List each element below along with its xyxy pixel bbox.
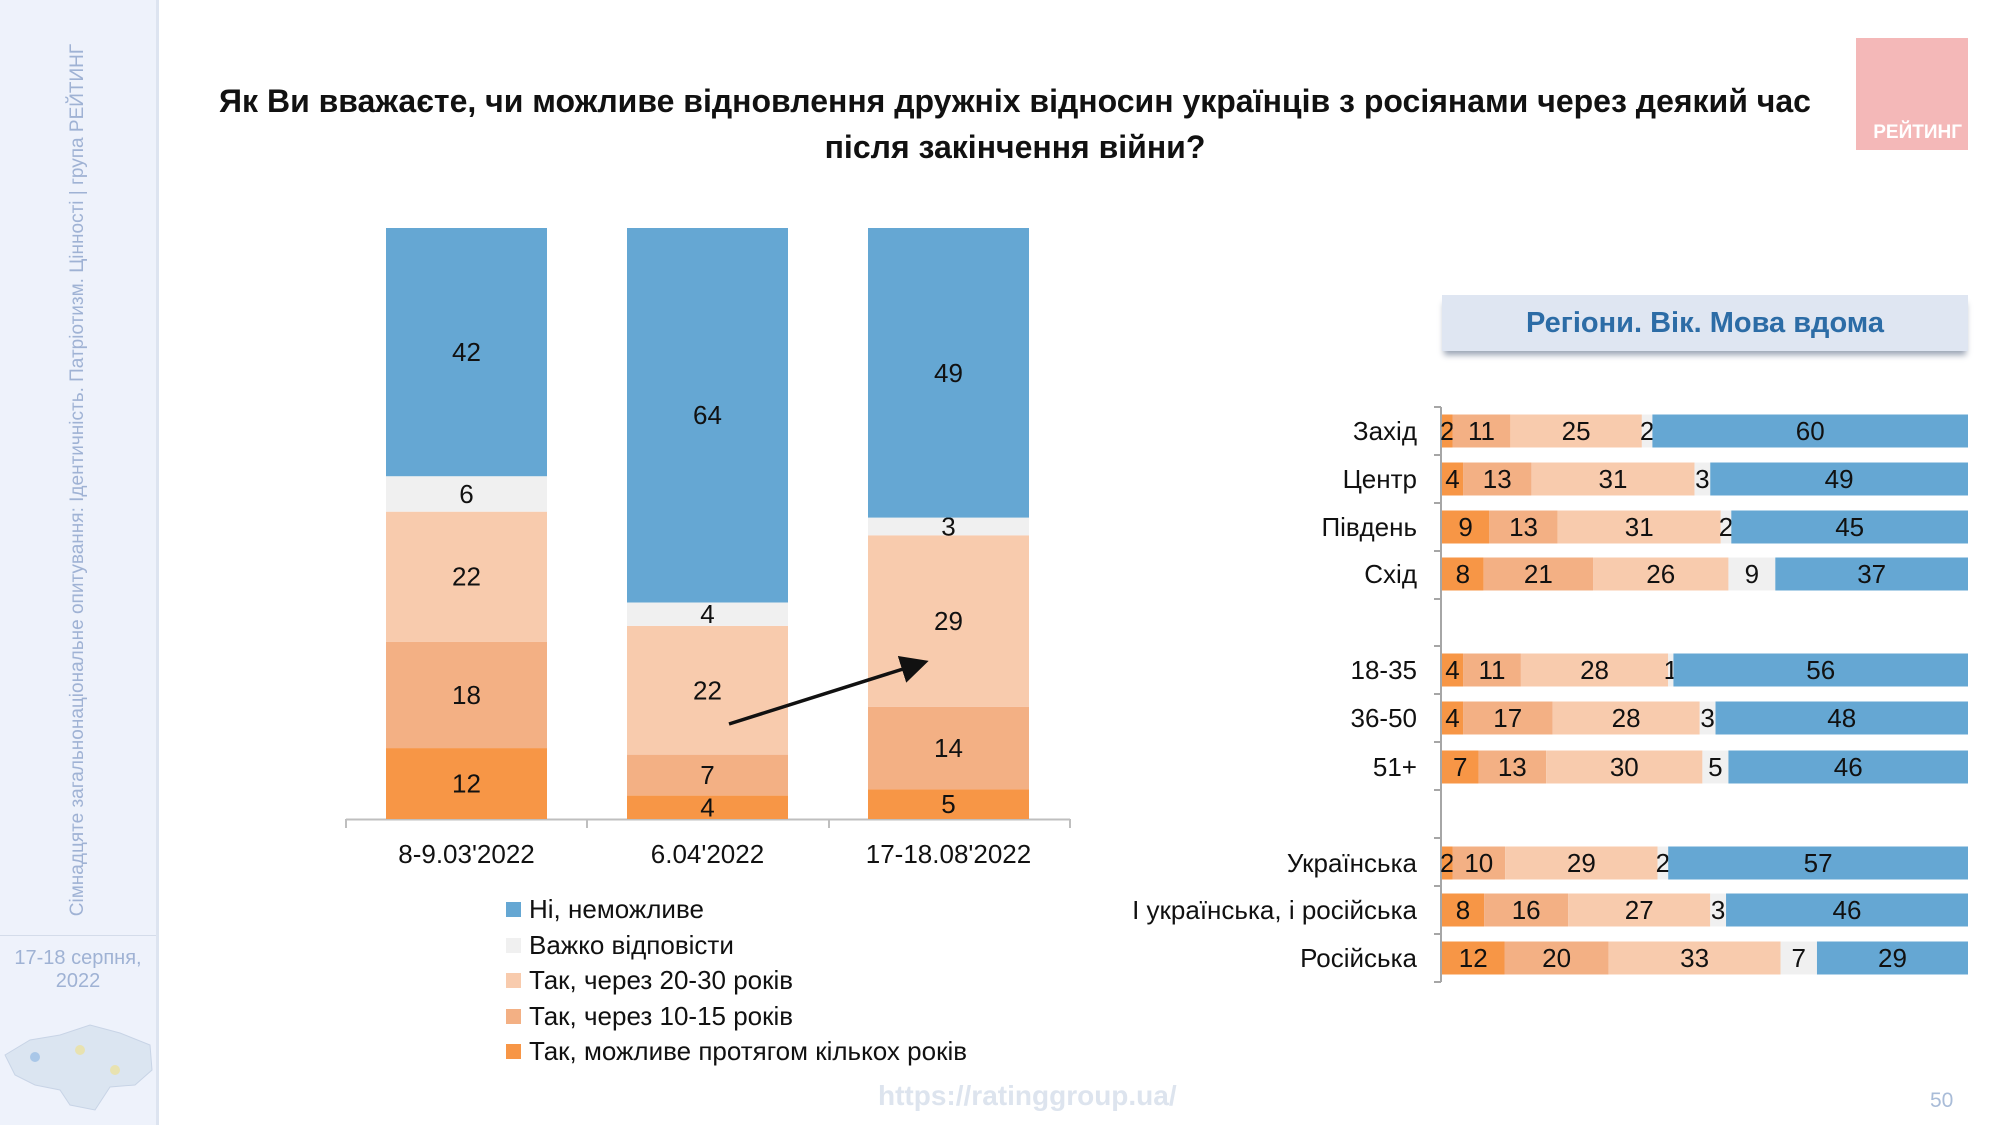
data-label: 7 bbox=[700, 760, 714, 790]
bar-segment-y2030 bbox=[386, 511, 547, 642]
bar-segment-few bbox=[868, 789, 1029, 819]
data-label: 4 bbox=[700, 792, 714, 822]
breakdown-panel-title: Регіони. Вік. Мова вдома bbox=[1442, 295, 1968, 351]
data-label: 42 bbox=[452, 337, 481, 367]
data-label: 22 bbox=[693, 675, 722, 705]
data-label: 5 bbox=[941, 789, 955, 819]
legend-item-no: Ні, неможливе bbox=[506, 892, 967, 928]
bar-segment-hard bbox=[386, 476, 547, 512]
data-label: 4 bbox=[700, 599, 714, 629]
legend-label: Так, через 20-30 років bbox=[529, 965, 794, 996]
bar-segment-y1015 bbox=[627, 754, 788, 796]
category-label: 8-9.03'2022 bbox=[398, 839, 535, 869]
sidebar-divider bbox=[0, 935, 156, 936]
page-title: Як Ви вважаєте, чи можливе відновлення д… bbox=[219, 83, 1811, 165]
bar-segment-y1015 bbox=[868, 706, 1029, 790]
legend-label: Так, через 10-15 років bbox=[529, 1000, 794, 1031]
page-number: 50 bbox=[1930, 1089, 1954, 1112]
bar-segment-few bbox=[627, 795, 788, 819]
data-label: 64 bbox=[693, 400, 722, 430]
legend-item-hard: Важко відповісти bbox=[506, 928, 967, 964]
trend-arrow bbox=[728, 655, 929, 726]
data-label: 6 bbox=[459, 479, 473, 509]
legend-item-few: Так, можливе протягом кількох років bbox=[506, 1034, 967, 1070]
footer-url[interactable]: https://ratinggroup.ua/ bbox=[878, 1080, 1177, 1111]
bar-segment-y1015 bbox=[386, 641, 547, 749]
legend-label: Так, можливе протягом кількох років bbox=[529, 1036, 968, 1067]
legend-swatch bbox=[506, 902, 521, 918]
legend-item-y2030: Так, через 20-30 років bbox=[506, 963, 967, 999]
bar-segment-no bbox=[627, 228, 788, 603]
legend-label: Ні, неможливе bbox=[529, 894, 704, 925]
data-label: 3 bbox=[941, 511, 955, 541]
bar-segment-hard bbox=[868, 517, 1029, 536]
ukraine-map-icon bbox=[4, 1024, 153, 1111]
data-label: 12 bbox=[452, 769, 481, 799]
bar-segment-y2030 bbox=[627, 625, 788, 755]
data-label: 49 bbox=[934, 358, 963, 388]
legend-swatch bbox=[506, 1044, 521, 1060]
legend: Ні, неможливе Важко відповісти Так, через … bbox=[506, 892, 967, 1070]
category-label: 6.04'2022 bbox=[651, 839, 764, 869]
data-label: 18 bbox=[452, 680, 481, 710]
legend-swatch bbox=[506, 973, 521, 989]
sidebar: Сімнадцяте загальнонаціональне опитуванн… bbox=[0, 0, 159, 1125]
data-label: 22 bbox=[452, 562, 481, 592]
legend-swatch bbox=[506, 937, 521, 953]
logo-text: РЕЙТИНГ bbox=[1873, 122, 1962, 143]
bar-segment-no bbox=[386, 228, 547, 477]
data-label: 14 bbox=[934, 733, 963, 763]
legend-label: Важко відповісти bbox=[529, 929, 734, 960]
sidebar-date: 17-18 серпня, 2022 bbox=[14, 947, 142, 992]
rating-logo: РЕЙТИНГ bbox=[1856, 38, 1968, 150]
legend-item-y1015: Так, через 10-15 років bbox=[506, 999, 967, 1035]
data-label: 29 bbox=[934, 606, 963, 636]
legend-swatch bbox=[506, 1008, 521, 1024]
category-label: 17-18.08'2022 bbox=[866, 839, 1031, 869]
bar-segment-y2030 bbox=[868, 535, 1029, 707]
bar-segment-no bbox=[868, 228, 1029, 518]
bar-segment-hard bbox=[627, 602, 788, 626]
bar-segment-few bbox=[386, 748, 547, 819]
